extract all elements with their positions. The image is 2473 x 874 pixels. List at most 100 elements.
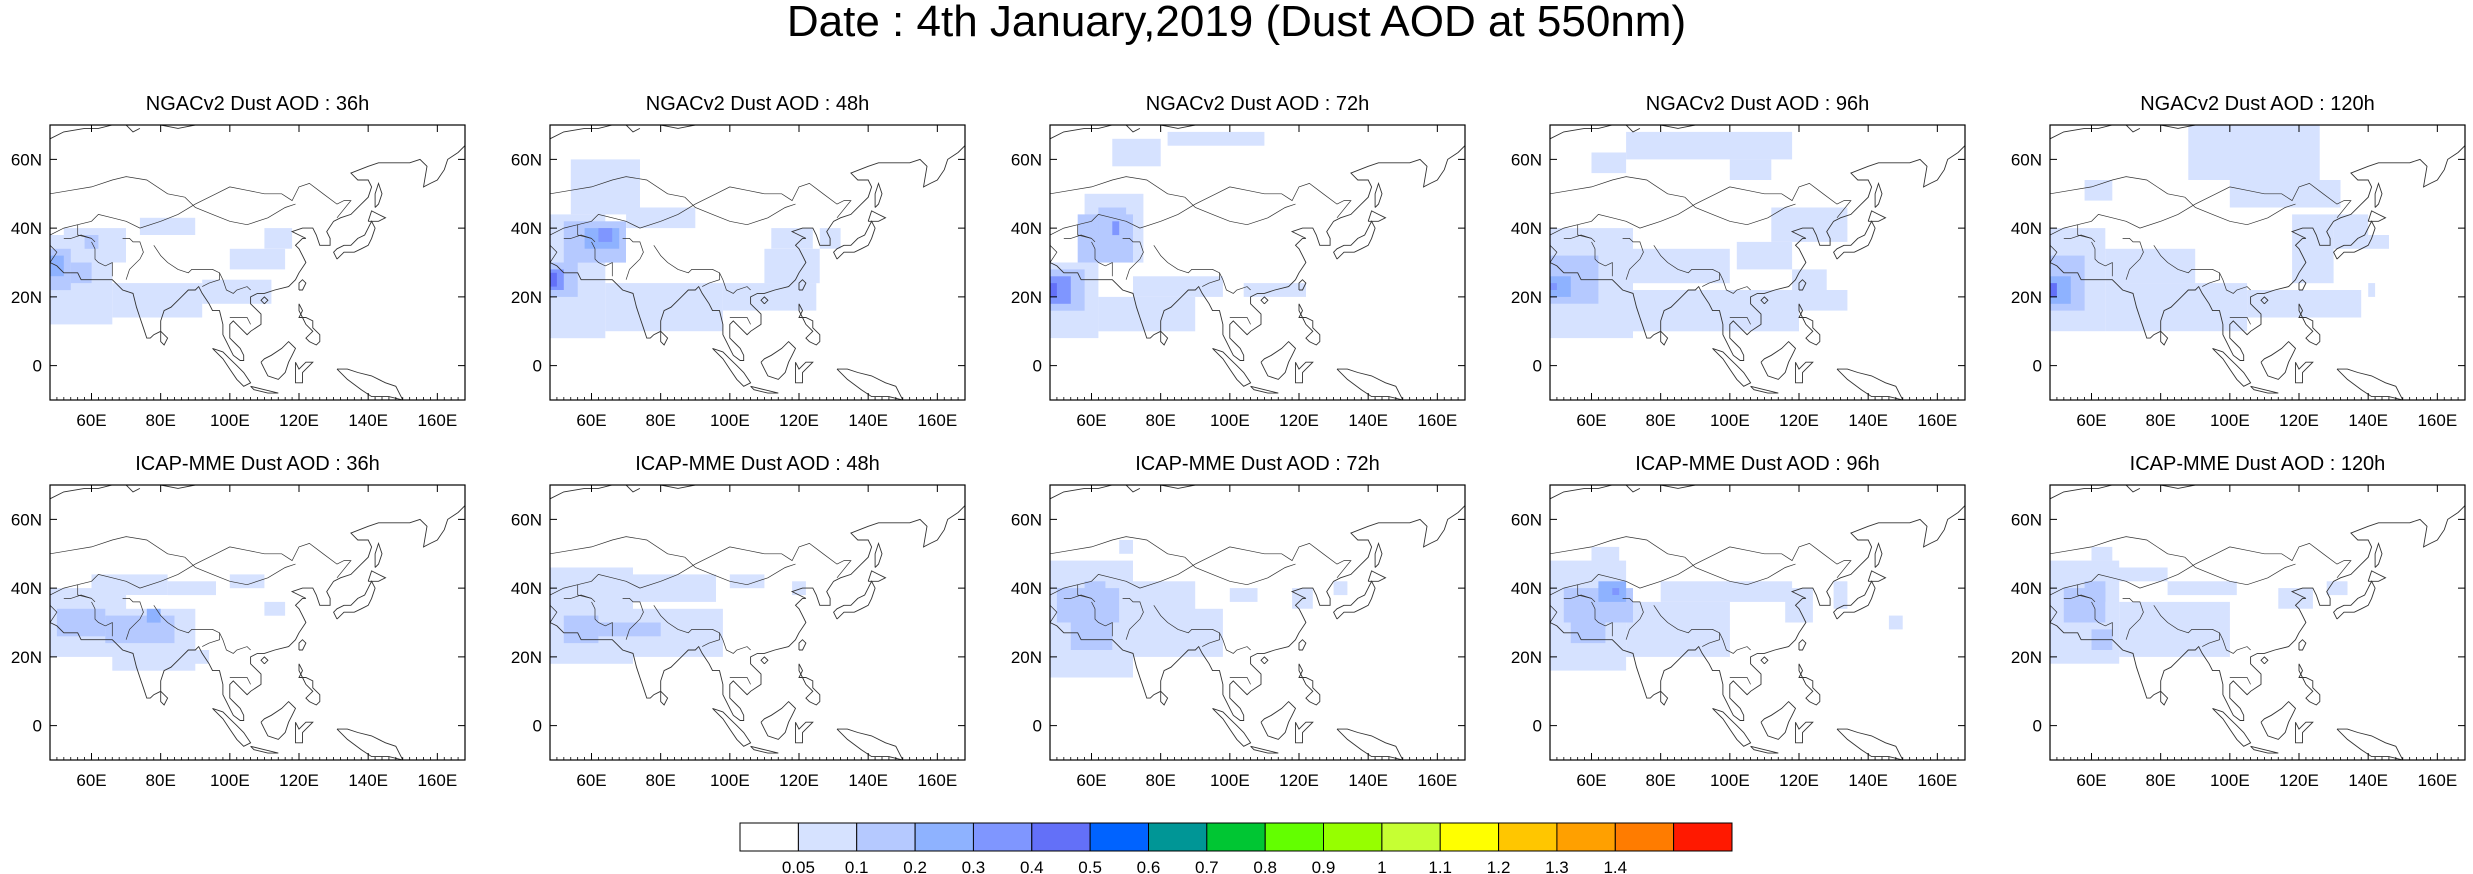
- coastline: [1298, 663, 1321, 706]
- coastline: [260, 656, 269, 665]
- country-border: [1229, 677, 1251, 685]
- lon-tick-label: 60E: [1576, 771, 1606, 790]
- country-border: [1550, 543, 1852, 596]
- lat-tick-label: 20N: [1511, 288, 1542, 307]
- coastline: [625, 125, 641, 133]
- country-border: [2091, 601, 2113, 637]
- coastline: [1374, 541, 1383, 568]
- lon-tick-label: 140E: [348, 411, 388, 430]
- aod-field-cell: [2050, 283, 2057, 297]
- dust-aod-map: 60E 80E 100E 120E 140E 160E 0 20N 40N 60N: [11, 124, 466, 430]
- colorbar-swatch: [1614, 822, 1675, 852]
- lon-tick-label: 80E: [1146, 771, 1176, 790]
- coastline: [2374, 541, 2383, 568]
- coastline: [1798, 639, 1807, 651]
- coastline: [1250, 385, 1279, 394]
- aod-field-cell: [1612, 588, 1620, 595]
- lon-tick-label: 140E: [1348, 411, 1388, 430]
- country-border: [2050, 605, 2058, 623]
- coastline: [874, 541, 883, 568]
- dust-aod-map: 60E 80E 100E 120E 140E 160E 0 20N 40N 60N: [1011, 484, 1466, 790]
- coastline: [1795, 721, 1814, 744]
- coastline: [1798, 303, 1821, 346]
- aod-field-cell: [2084, 180, 2113, 201]
- country-border: [2050, 536, 2185, 558]
- aod-field-cell: [70, 262, 92, 284]
- coastline: [1336, 368, 1404, 400]
- coastline: [1333, 580, 1376, 620]
- country-border: [2063, 594, 2096, 603]
- country-border: [729, 677, 751, 685]
- lon-tick-label: 120E: [1279, 771, 1319, 790]
- aod-field-cell: [1084, 581, 1106, 602]
- coastline: [760, 340, 797, 380]
- lon-tick-label: 160E: [417, 771, 457, 790]
- lon-tick-label: 140E: [2348, 771, 2388, 790]
- country-border: [550, 245, 558, 263]
- lat-tick-label: 60N: [1011, 150, 1042, 169]
- lat-tick-label: 20N: [511, 288, 542, 307]
- coastline: [1874, 181, 1883, 208]
- panel-title: ICAP-MME Dust AOD : 120h: [2129, 453, 2386, 475]
- lat-tick-label: 20N: [2011, 648, 2042, 667]
- aod-field-cell: [1833, 581, 1848, 609]
- coastline: [250, 385, 279, 394]
- lat-tick-label: 40N: [11, 219, 42, 238]
- coastline: [712, 347, 752, 387]
- country-border: [1550, 176, 1685, 198]
- lon-tick-label: 60E: [1076, 411, 1106, 430]
- aod-field-cell: [188, 650, 210, 664]
- aod-field-cell: [1888, 615, 1903, 630]
- coastline: [1125, 485, 1141, 493]
- lat-tick-label: 0: [533, 717, 542, 736]
- country-border: [1122, 238, 1144, 280]
- country-border: [2153, 605, 2220, 647]
- colorbar-swatch: [797, 822, 858, 852]
- coastline: [2260, 656, 2269, 665]
- coastline: [2050, 505, 2465, 721]
- coastline: [1867, 570, 1887, 582]
- coastline: [660, 330, 669, 346]
- colorbar-swatch: [1498, 822, 1558, 852]
- lon-tick-label: 140E: [1848, 411, 1888, 430]
- lat-tick-label: 60N: [2011, 510, 2042, 529]
- aod-field-cell: [264, 228, 293, 249]
- aod-field-cell: [598, 228, 613, 242]
- coastline: [2160, 125, 2196, 129]
- aod-field-cell: [1598, 248, 1730, 284]
- lat-tick-label: 20N: [1011, 288, 1042, 307]
- coastline: [2050, 125, 2113, 140]
- lon-tick-label: 160E: [1417, 411, 1457, 430]
- coastline: [1625, 485, 1641, 493]
- lon-tick-label: 100E: [2210, 411, 2250, 430]
- country-border: [1077, 224, 1092, 239]
- coastline: [50, 485, 113, 500]
- aod-field-cell: [167, 581, 216, 596]
- coastline: [760, 700, 797, 740]
- aod-field-cell: [1771, 207, 1848, 242]
- country-border: [2122, 238, 2144, 280]
- colorbar-label: 0.3: [962, 858, 986, 874]
- coastline: [2295, 361, 2314, 384]
- colorbar-swatch: [1206, 822, 1266, 852]
- lon-tick-label: 140E: [1848, 771, 1888, 790]
- coastline: [760, 296, 769, 305]
- country-border: [1563, 594, 1596, 603]
- lon-tick-label: 60E: [576, 771, 606, 790]
- coastline: [550, 505, 965, 721]
- country-border: [63, 594, 96, 603]
- coastline: [625, 485, 641, 493]
- coastline: [260, 700, 297, 740]
- country-border: [684, 196, 796, 226]
- aod-field-cell: [1105, 581, 1196, 616]
- colorbar-swatch: [1264, 822, 1325, 852]
- coastline: [260, 296, 269, 305]
- lon-tick-label: 120E: [1779, 411, 1819, 430]
- country-border: [1550, 245, 1558, 263]
- country-border: [1719, 272, 1751, 294]
- coastline: [1160, 485, 1196, 489]
- lon-tick-label: 160E: [1417, 771, 1457, 790]
- country-border: [1050, 543, 1352, 596]
- aod-field-cell: [1736, 241, 1793, 270]
